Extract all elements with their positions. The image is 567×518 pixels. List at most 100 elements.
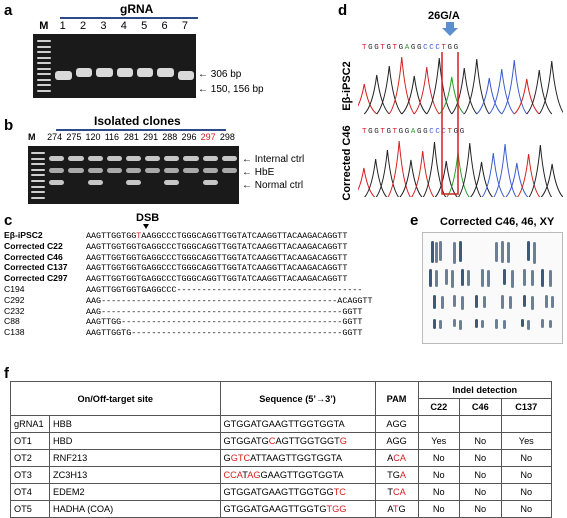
site-sequence: GTGGATGAAGTTGGTGTGG [219,500,376,518]
site-id: OT5 [10,500,50,518]
chromosome [501,295,504,309]
lane-label: 297 [200,132,216,142]
site-pam: ACA [374,449,419,467]
site-pam: AGG [374,415,419,433]
gel-band [202,156,218,161]
chromosome [467,270,470,286]
header-site: On/Off-target site [10,381,221,416]
chromosome [451,270,454,288]
indel-c22: Yes [417,432,461,450]
table-row: OT1 HBD GTGGATGCAGTTGGTGGTG AGG Yes No Yes [10,432,553,450]
site-pam: TCA [374,483,419,501]
chromatogram-peak [513,78,540,115]
pam-part: AGG [386,436,407,446]
chromatogram-peak [411,150,435,197]
seq-part: AAGTTGGTGGTGAGGCCC----------------------… [86,285,363,295]
ladder-band [37,51,52,53]
base-call: A [410,128,417,136]
chromosome [435,270,438,287]
site-pam: ATG [374,500,419,518]
seq-part: AAGTTGG---------------------------------… [86,317,363,328]
chromatogram-peak [505,162,529,197]
pam-part: A [399,470,406,480]
base-call: G [386,128,393,136]
gel-band [96,68,113,77]
base-call: G [398,44,405,52]
lane-label: 291 [143,132,159,142]
base-call: G [404,128,411,136]
site-id: OT4 [10,483,50,501]
base-call: T [362,44,369,52]
seq-part: AAGTTGGTGG [86,231,137,241]
karyotype-image [422,232,563,344]
gel-band [202,168,218,173]
base-call: G [398,128,405,136]
ladder-band [31,185,46,188]
chromosome [527,320,530,330]
ladder-band [37,84,52,86]
seq-part: AAGGCCCTGGGCAGGTTGGTATCAAGGTTACAAGACAGGT… [141,231,348,241]
chromosome [431,241,434,263]
alignment-seq: AAG-------------------------------------… [86,296,372,306]
gel-band [177,71,194,80]
mutation-arrow-icon [442,22,458,36]
gel-band [49,156,65,161]
indel-c46 [459,415,502,433]
seq-part: CCA [223,470,243,480]
base-call: G [453,44,460,52]
alignment-row-name: C194 [4,284,25,294]
site-id: OT2 [10,449,50,467]
chromatogram-peak [458,142,482,197]
seq-part: AAGTTGGTGGTGAGGCCCTGGGCAGGTTGGTATCAAGGTT… [86,274,348,285]
site-sequence: GTGGATGAAGTTGGTGGTA [219,415,376,433]
alignment-seq: AAGTTGGTGGTAAGGCCCTGGGCAGGTTGGTATCAAGGTT… [86,231,347,241]
chromatogram-peak [493,143,517,197]
seq-part: G [339,436,347,446]
alignment-row: C138 AAGTTGGTG---------------------------… [4,327,362,338]
gel-band [145,168,161,173]
chromatogram-peak [526,69,553,115]
alignment-row: C194 AAGTTGGTGGTGAGGCCC------------------… [4,284,362,295]
base-call: C [423,44,430,52]
gel-band [145,156,161,161]
base-call: G [447,44,454,52]
seq-part: ATT [250,453,267,463]
lane-label: 298 [219,132,235,142]
gel-band [125,180,142,185]
chromosome [453,295,456,307]
seq-part: TC [333,487,346,497]
alignment-row-name: Corrected C297 [4,273,68,284]
chromosome [549,270,552,287]
chromosome [435,242,438,263]
gel-band [221,156,237,161]
indel-c46: No [459,432,502,450]
ladder-band [37,89,52,92]
chromosome [541,269,544,287]
alignment-seq: AAGTTGGTGGTGAGGCCCTGGGCAGGTTGGTATCAAGGTT… [86,253,347,263]
indel-c46: No [459,466,502,484]
gel-band [49,180,65,185]
lane-label: M [28,132,36,142]
chromosome [487,270,490,287]
pam-part: AGG [386,419,407,429]
seq-part: AAGTTGGTG-------------------------------… [86,328,363,339]
pam-part: A [387,453,394,463]
table-row: OT4 EDEM2 GTGGATGAAGTTGGTGGTC TCA No No No [10,483,553,501]
gel-band [136,68,154,77]
gel-band [68,168,84,173]
band-label-internal: ← Internal ctrl [242,154,305,165]
chromatogram-peak [488,68,515,115]
chromosome [433,319,436,329]
chromatogram-peak [413,66,440,115]
site-sequence: GTGGATGAAGTTGGTGGTC [219,483,376,501]
chromatogram-peak [516,153,541,197]
base-call: T [392,128,399,136]
track-2-bases: TGGTGTGGAGGCCCTGG [362,128,466,136]
panel-b-label: b [4,117,14,134]
seq-part: AG [247,470,261,480]
chromatogram-peak [399,159,423,197]
alignment-block: Eβ-iPSC2 AAGTTGGTGGTAAGGCCCTGGGCAGGTTGGTA… [4,230,372,340]
chromosome [481,320,484,328]
base-call: G [416,128,424,136]
chromosome [503,269,506,285]
